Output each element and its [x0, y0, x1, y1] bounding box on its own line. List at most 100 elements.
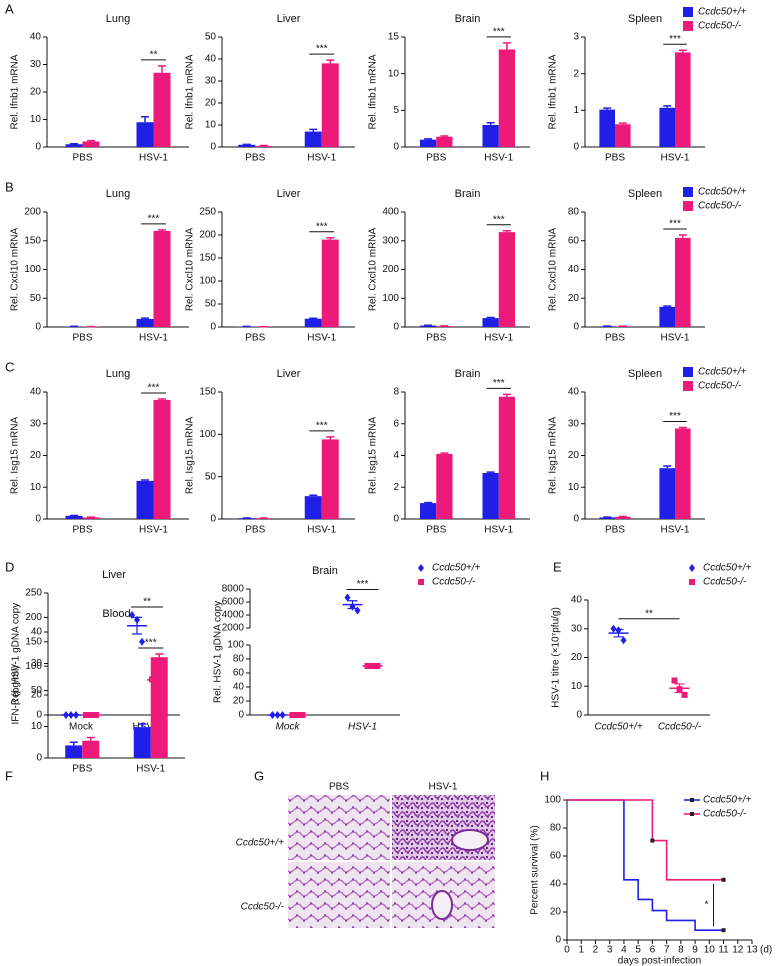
x-tick-label: PBS — [605, 525, 625, 536]
y-tick-label: 10 — [30, 114, 42, 125]
chart-title: Lung — [106, 368, 130, 380]
bar — [482, 472, 499, 519]
bar — [238, 144, 256, 147]
bar — [136, 480, 154, 519]
error-bar — [502, 42, 511, 50]
y-tick-label: 0 — [238, 710, 244, 721]
row-label: Ccdc50+/+ — [236, 838, 285, 849]
x-tick-label: 8 — [678, 945, 684, 956]
bar — [659, 306, 675, 327]
significance: *** — [493, 378, 505, 389]
x-tick-label: PBS — [426, 525, 446, 536]
x-tick-label: 0 — [564, 945, 570, 956]
x-tick-label: 12 — [732, 945, 744, 956]
y-tick-label: 200 — [25, 612, 42, 623]
error-bar — [141, 317, 149, 319]
y-tick-label: 40 — [233, 682, 245, 693]
data-point — [681, 691, 688, 698]
y-tick-label: 10 — [568, 482, 580, 493]
bar — [482, 318, 499, 327]
y-tick-label: 300 — [382, 235, 399, 246]
y-tick-label: 2 — [573, 68, 579, 79]
y-tick-label: 50 — [205, 299, 217, 310]
error-bar — [141, 116, 149, 123]
bar — [599, 109, 615, 147]
y-tick-label: 80 — [233, 654, 245, 665]
y-tick-label: 15 — [388, 32, 400, 43]
legend-label: Ccdc50-/- — [698, 201, 742, 212]
y-axis-label: Percent survival (%) — [530, 825, 541, 914]
legend-swatch — [690, 798, 694, 802]
y-tick-label: 150 — [199, 387, 216, 398]
y-tick-label: 6 — [393, 418, 399, 429]
y-tick-label: 60 — [568, 235, 580, 246]
y-tick-label: 30 — [31, 658, 43, 669]
x-tick-label: 3 — [607, 945, 613, 956]
y-tick-label: 0 — [573, 322, 579, 333]
error-bar — [440, 452, 449, 454]
x-tick-label: 7 — [664, 945, 670, 956]
y-tick-label: 0 — [555, 935, 561, 946]
x-tick-label: HSV-1 — [484, 525, 513, 536]
y-tick-label: 4 — [393, 450, 399, 461]
y-tick-label: 0 — [393, 322, 399, 333]
y-tick-label: 0 — [210, 142, 216, 153]
significance: *** — [357, 579, 369, 590]
y-tick-label: 30 — [205, 76, 217, 87]
y-tick-label: 20 — [205, 98, 217, 109]
bar — [599, 517, 615, 519]
panel-label: A — [5, 1, 14, 16]
x-tick-label: Ccdc50-/- — [658, 722, 702, 733]
chart-title: Lung — [106, 13, 130, 25]
y-axis-label: Rel. Cxcl10 mRNA — [368, 228, 379, 312]
y-axis-label: IFN-β (pg/ml) — [11, 665, 22, 724]
x-tick-label: 9 — [692, 945, 698, 956]
y-tick-label: 0 — [573, 514, 579, 525]
bar — [304, 496, 322, 519]
error-bar — [86, 736, 95, 741]
error-bar — [603, 107, 612, 110]
y-tick-label: 20 — [568, 450, 580, 461]
significance: *** — [316, 44, 328, 55]
chart-title: Brain — [312, 565, 338, 577]
bar — [498, 232, 515, 327]
y-tick-label: 200 — [382, 264, 399, 275]
y-tick-label: 4000 — [222, 610, 245, 621]
y-tick-label: 2 — [393, 482, 399, 493]
y-tick-label: 20 — [233, 696, 245, 707]
x-tick-label: PBS — [72, 333, 92, 344]
legend-swatch — [689, 579, 695, 585]
bar — [436, 136, 453, 147]
bar — [659, 468, 675, 519]
bar — [420, 139, 437, 147]
x-tick-label: HSV-1 — [661, 525, 690, 536]
chart-title: Spleen — [628, 188, 662, 200]
error-bar — [663, 465, 672, 469]
significance: * — [705, 900, 709, 911]
bar — [675, 428, 691, 519]
significance: ** — [645, 608, 653, 619]
x-tick-label: HSV-1 — [307, 525, 336, 536]
y-tick-label: 30 — [30, 418, 42, 429]
column-label: PBS — [329, 782, 349, 793]
y-axis-label: Rel. HSV-1 gDNA copy — [213, 601, 224, 703]
y-tick-label: 40 — [205, 54, 217, 65]
bar — [65, 745, 83, 758]
error-bar — [663, 105, 672, 108]
panel-label: B — [5, 179, 14, 194]
significance: *** — [669, 219, 681, 230]
bar — [420, 503, 437, 519]
y-tick-label: 250 — [25, 588, 42, 599]
legend-label: Ccdc50+/+ — [432, 563, 481, 574]
legend-label: Ccdc50-/- — [432, 577, 476, 588]
y-axis-label: Rel. Ifnb1 mRNA — [185, 54, 196, 129]
y-tick-label: 50 — [205, 32, 217, 43]
bar — [675, 237, 691, 327]
y-tick-label: 30 — [30, 59, 42, 70]
y-axis-label: Rel. Ifnb1 mRNA — [548, 54, 559, 129]
error-bar — [132, 616, 142, 635]
y-tick-label: 150 — [25, 636, 42, 647]
y-tick-label: 0 — [36, 753, 42, 764]
y-tick-label: 200 — [199, 230, 216, 241]
y-tick-label: 40 — [571, 595, 583, 606]
